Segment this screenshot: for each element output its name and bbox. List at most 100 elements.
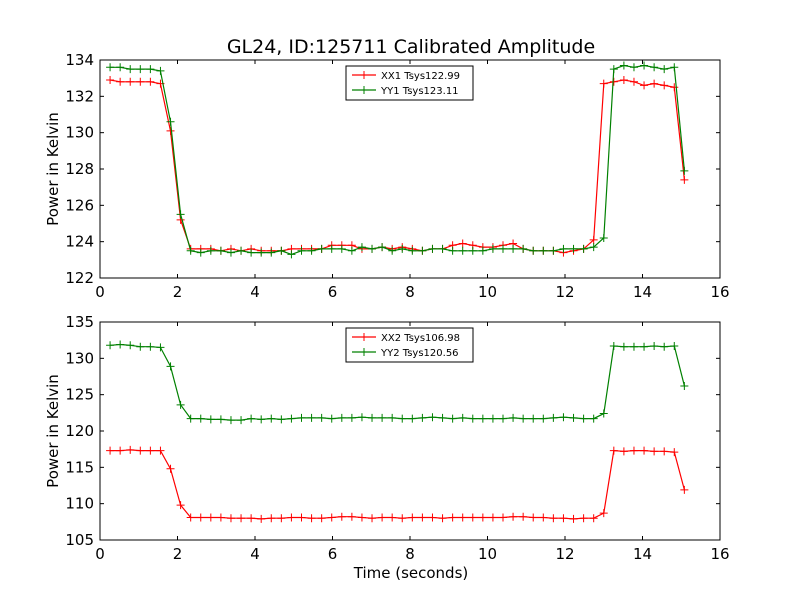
data-point	[166, 362, 175, 371]
series-line	[110, 64, 685, 256]
data-point	[327, 244, 336, 253]
data-point	[509, 413, 518, 422]
data-point	[357, 413, 366, 422]
data-point	[317, 244, 326, 253]
x-tick-label: 2	[173, 545, 183, 563]
data-point	[408, 513, 417, 522]
top-panel: 0 2 4 6 8 10 12 14 16 122 124 126 128 130 132 134 Power …	[44, 51, 730, 301]
legend-label: YY2 Tsys120.56	[380, 348, 459, 359]
data-point	[680, 175, 689, 184]
data-point	[448, 513, 457, 522]
data-point	[267, 414, 276, 423]
data-point	[216, 415, 225, 424]
data-point	[549, 514, 558, 523]
data-point	[216, 246, 225, 255]
data-point	[559, 413, 568, 422]
data-point	[650, 341, 659, 350]
data-point	[629, 63, 638, 72]
y-tick-label: 130	[65, 124, 94, 142]
legend-label: XX2 Tsys106.98	[381, 333, 460, 344]
data-point	[237, 416, 246, 425]
data-point	[186, 513, 195, 522]
data-point	[609, 77, 618, 86]
data-point	[166, 464, 175, 473]
data-point	[458, 413, 467, 422]
y-axis-label: Power in Kelvin	[44, 374, 62, 488]
data-point	[277, 415, 286, 424]
data-point	[458, 513, 467, 522]
data-point	[186, 414, 195, 423]
x-tick-label: 6	[328, 545, 338, 563]
data-point	[146, 342, 155, 351]
data-point	[156, 66, 165, 75]
data-point	[589, 235, 598, 244]
data-point	[640, 342, 649, 351]
data-point	[650, 63, 659, 72]
data-point	[468, 414, 477, 423]
data-point	[519, 244, 528, 253]
y-tick-label: 125	[65, 386, 94, 404]
data-point	[549, 413, 558, 422]
legend: XX1 Tsys122.99 YY1 Tsys123.11	[345, 65, 474, 101]
y-tick-label: 134	[65, 51, 94, 69]
data-point	[388, 513, 397, 522]
data-point	[267, 514, 276, 523]
data-point	[337, 512, 346, 521]
data-point	[247, 514, 256, 523]
data-point	[468, 246, 477, 255]
data-point	[478, 414, 487, 423]
data-point	[106, 63, 115, 72]
bottom-panel: 0 2 4 6 8 10 12 14 16 105 110 115 120 125 130 135 Power …	[44, 313, 730, 563]
data-point	[297, 246, 306, 255]
data-point	[569, 413, 578, 422]
x-tick-label: 10	[478, 283, 497, 301]
data-point	[629, 77, 638, 86]
data-point	[106, 446, 115, 455]
data-point	[307, 246, 316, 255]
data-point	[398, 244, 407, 253]
data-point	[418, 513, 427, 522]
data-point	[257, 514, 266, 523]
x-tick-label: 10	[478, 545, 497, 563]
data-point	[428, 244, 437, 253]
data-point	[196, 513, 205, 522]
data-point	[619, 75, 628, 84]
data-point	[670, 341, 679, 350]
data-point	[680, 381, 689, 390]
data-point	[619, 447, 628, 456]
data-point	[226, 248, 235, 257]
data-point	[388, 246, 397, 255]
legend-box	[345, 65, 474, 101]
y-tick-label: 126	[65, 196, 94, 214]
data-point	[408, 414, 417, 423]
data-point	[609, 341, 618, 350]
data-point	[368, 244, 377, 253]
data-point	[438, 244, 447, 253]
series-line	[110, 343, 685, 421]
data-point	[116, 63, 125, 72]
x-tick-label: 8	[405, 283, 415, 301]
data-point	[569, 244, 578, 253]
data-point	[126, 65, 135, 74]
data-point	[116, 77, 125, 86]
data-point	[116, 340, 125, 349]
legend-marker	[360, 333, 368, 341]
data-point	[640, 81, 649, 90]
data-point	[267, 248, 276, 257]
data-point	[458, 239, 467, 248]
data-point	[499, 513, 507, 522]
data-point	[609, 446, 618, 455]
legend-marker	[360, 348, 368, 356]
x-tick-label: 12	[555, 545, 574, 563]
data-point	[680, 485, 689, 494]
data-point	[156, 446, 165, 455]
data-point	[650, 79, 659, 88]
data-point	[589, 514, 598, 523]
data-point	[357, 243, 366, 252]
data-point	[297, 513, 306, 522]
data-point	[277, 514, 286, 523]
x-tick-label: 14	[633, 283, 652, 301]
data-point	[488, 513, 497, 522]
data-point	[539, 513, 548, 522]
data-point	[136, 446, 145, 455]
